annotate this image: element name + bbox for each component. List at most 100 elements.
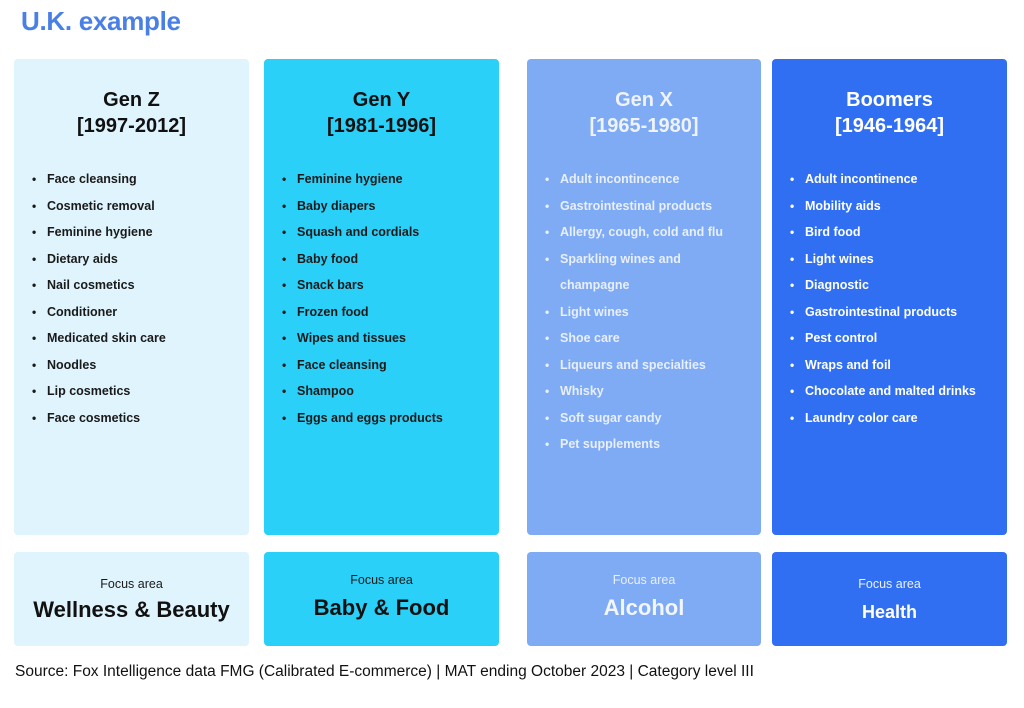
- category-item: • Eggs and eggs products: [282, 405, 491, 432]
- bullet-icon: •: [790, 357, 795, 372]
- category-item-label: Baby diapers: [297, 198, 376, 213]
- bullet-icon: •: [545, 225, 550, 239]
- category-item-label: Allergy, cough, cold and flu: [560, 225, 723, 239]
- bullet-icon: •: [282, 384, 287, 398]
- focus-area-value: Health: [861, 602, 917, 622]
- bullet-icon: •: [790, 225, 795, 239]
- category-item: • Mobility aids: [790, 193, 999, 220]
- category-list: • Feminine hygiene • Baby diapers • Squash an…: [282, 166, 491, 431]
- category-item: • Conditioner: [32, 299, 241, 326]
- bullet-icon: •: [545, 251, 550, 266]
- category-item: • Chocolate and malted drinks: [790, 378, 999, 405]
- category-item-label: Chocolate and malted drinks: [805, 384, 976, 398]
- category-item: • Snack bars: [282, 272, 491, 299]
- bullet-icon: •: [790, 304, 795, 319]
- bullet-icon: •: [32, 198, 37, 213]
- category-item: • Adult incontincence: [545, 166, 753, 193]
- generation-years: [1981-1996]: [327, 115, 436, 137]
- generation-name: Gen Z: [103, 89, 160, 111]
- category-item: • Liqueurs and specialties: [545, 352, 753, 379]
- bullet-icon: •: [32, 172, 37, 186]
- category-item: • Whisky: [545, 378, 753, 405]
- generation-name: Gen Y: [352, 89, 411, 111]
- category-item-label: champagne: [560, 278, 630, 292]
- bullet-icon: •: [282, 304, 287, 319]
- category-item-label: Whisky: [560, 384, 604, 398]
- bullet-icon: •: [282, 331, 287, 345]
- category-item-label: Laundry color care: [805, 410, 918, 425]
- category-list: • Face cleansing • Cosmetic removal • Feminin…: [32, 166, 241, 431]
- category-item-label: Medicated skin care: [47, 331, 166, 345]
- bullet-icon: •: [282, 278, 287, 292]
- gen-y-focus-card: Focus area Baby & Food: [264, 552, 499, 646]
- bullet-icon: •: [32, 331, 37, 345]
- category-item-label: Baby food: [297, 251, 359, 266]
- bullet-icon: •: [32, 251, 37, 266]
- category-item: • Baby food: [282, 246, 491, 273]
- category-item: • Baby diapers: [282, 193, 491, 220]
- bullet-icon: •: [790, 251, 795, 266]
- category-item: • Gastrointestinal products: [545, 193, 753, 220]
- category-item: • Face cosmetics: [32, 405, 241, 432]
- bullet-icon: •: [545, 437, 550, 451]
- category-item-label: Adult incontincence: [560, 172, 680, 186]
- focus-area-value: Baby & Food: [313, 595, 450, 620]
- category-item: • Soft sugar candy: [545, 405, 753, 432]
- focus-area-label: Focus area: [100, 577, 163, 591]
- category-item: • Gastrointestinal products: [790, 299, 999, 326]
- generation-years: [1946-1964]: [835, 115, 944, 137]
- category-item: • Face cleansing: [282, 352, 491, 379]
- category-item: • Bird food: [790, 219, 999, 246]
- category-item-label: Wipes and tissues: [297, 331, 406, 345]
- category-item: • Dietary aids: [32, 246, 241, 273]
- category-item-label: Frozen food: [297, 304, 369, 319]
- source-note: Source: Fox Intelligence data FMG (Calib…: [15, 663, 754, 680]
- category-item: • Laundry color care: [790, 405, 999, 432]
- category-item: • Squash and cordials: [282, 219, 491, 246]
- category-item-label: Shoe care: [560, 331, 620, 345]
- category-item: • Medicated skin care: [32, 325, 241, 352]
- bullet-icon: •: [282, 172, 287, 186]
- category-item-label: Face cleansing: [47, 172, 137, 186]
- category-item: • Light wines: [790, 246, 999, 273]
- bullet-icon: •: [32, 304, 37, 319]
- page-title: U.K. example: [21, 6, 181, 36]
- category-list: • Adult incontinence • Mobility aids • Bird f…: [790, 166, 999, 431]
- category-item: • Noodles: [32, 352, 241, 379]
- gen-z-card: Gen Z [1997-2012] • Face cleansing • Cosmet…: [14, 59, 249, 535]
- category-item-label: Soft sugar candy: [560, 410, 662, 425]
- category-item-label: Mobility aids: [805, 198, 881, 213]
- bullet-icon: •: [790, 384, 795, 398]
- bullet-icon: •: [790, 331, 795, 345]
- category-item: • Frozen food: [282, 299, 491, 326]
- bullet-icon: •: [32, 357, 37, 372]
- category-item-label: Light wines: [560, 304, 629, 319]
- category-item-label: Feminine hygiene: [297, 172, 403, 186]
- bullet-icon: •: [282, 225, 287, 239]
- category-item: • Feminine hygiene: [282, 166, 491, 193]
- category-item-label: Noodles: [47, 357, 97, 372]
- category-item-label: Light wines: [805, 251, 874, 266]
- category-item: • Cosmetic removal: [32, 193, 241, 220]
- focus-area-label: Focus area: [612, 573, 676, 587]
- bullet-icon: •: [790, 172, 795, 186]
- category-item-label: Face cosmetics: [47, 410, 141, 425]
- category-item: • Shoe care: [545, 325, 753, 352]
- category-item-label: Shampoo: [297, 384, 354, 398]
- category-item-label: Diagnostic: [805, 278, 869, 292]
- bullet-icon: •: [790, 198, 795, 213]
- category-item-label: Gastrointestinal products: [560, 198, 713, 213]
- category-item-label: Snack bars: [297, 278, 364, 292]
- bullet-icon: •: [790, 278, 795, 292]
- focus-area-label: Focus area: [858, 577, 921, 591]
- category-item: • Wipes and tissues: [282, 325, 491, 352]
- focus-area-value: Wellness & Beauty: [33, 597, 230, 622]
- category-item-label: Nail cosmetics: [47, 278, 135, 292]
- category-item: • Sparkling wines and: [545, 246, 753, 273]
- category-item: • Wraps and foil: [790, 352, 999, 379]
- bullet-icon: •: [32, 225, 37, 239]
- generation-name: Gen X: [615, 89, 673, 111]
- boomers-focus-card: Focus area Health: [772, 552, 1007, 646]
- category-item: • Allergy, cough, cold and flu: [545, 219, 753, 246]
